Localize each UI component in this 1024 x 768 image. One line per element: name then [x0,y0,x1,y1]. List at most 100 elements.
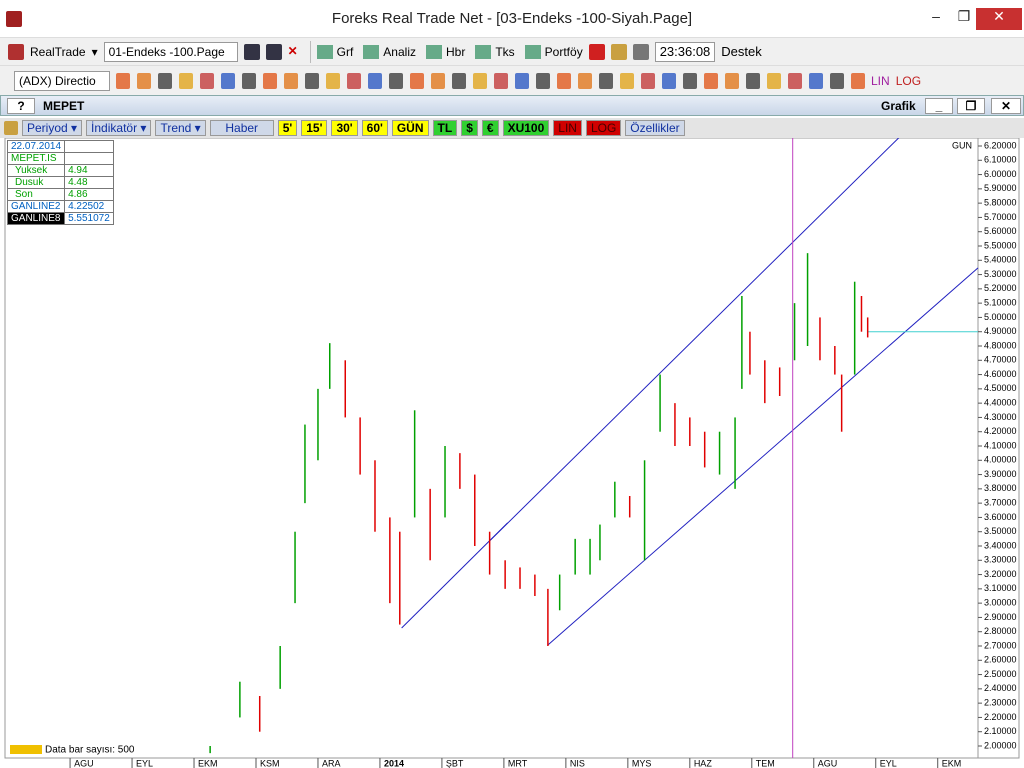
currency-button[interactable]: € [481,120,499,136]
dropdown[interactable]: Trend ▾ [155,120,206,136]
tool-icon[interactable] [578,72,592,89]
tool-icon[interactable] [494,72,508,89]
realtrade-menu[interactable]: RealTrade [30,44,86,59]
tool-icon[interactable] [557,72,571,89]
menu[interactable]: Portföy [524,44,583,59]
y-tick-label: 3.30000 [984,555,1017,565]
tool-icon[interactable] [641,72,655,89]
log-button[interactable]: LOG [895,73,922,88]
tool-icon[interactable] [347,72,361,89]
news-button[interactable]: Haber [209,120,274,136]
tool-icon[interactable] [746,72,760,89]
y-tick-label: 6.20000 [984,140,1017,150]
period-button[interactable]: 60' [361,120,388,136]
panel-header: ? MEPET Grafik _ ❐ ✕ [0,95,1024,116]
x-tick-label: MYS [632,758,652,768]
y-tick-label: 3.70000 [984,498,1017,508]
tool-icon[interactable] [242,72,256,89]
menu[interactable]: Tks [475,44,515,59]
y-tick-label: 3.90000 [984,469,1017,479]
tool-icon[interactable] [683,72,697,89]
x-tick-label: NIS [570,758,585,768]
support[interactable]: Destek [721,44,762,59]
tool-icon[interactable] [767,72,781,89]
symbol: MEPET [43,98,85,113]
tool-icon[interactable] [431,72,445,89]
tool-icon[interactable] [851,72,865,89]
close[interactable]: ✕ [976,8,1022,30]
tool-icon[interactable] [809,72,823,89]
tool-icon[interactable] [284,72,298,89]
menu[interactable]: Analiz [363,44,416,59]
tool-icon[interactable] [410,72,424,89]
tool-icon[interactable] [200,72,214,89]
x-tick-label: EKM [942,758,962,768]
tool-icon[interactable] [221,72,235,89]
tool-icon[interactable] [515,72,529,89]
currency-button[interactable]: TL [432,120,458,136]
log-button[interactable]: LOG [585,120,622,136]
y-tick-label: 2.20000 [984,712,1017,722]
y-tick-label: 3.00000 [984,598,1017,608]
tool-icon[interactable] [662,72,676,89]
dropdown[interactable]: İndikatör ▾ [86,120,152,136]
y-tick-label: 2.00000 [984,740,1017,750]
info-label: GANLINE2 [6,200,66,213]
info-row: Dusuk 4.48 [6,176,114,189]
y-tick-label: 4.90000 [984,326,1017,336]
chart: 2.00000 2.10000 2.20000 2.30000 2.40000 2.500… [4,138,1020,768]
tool-icon[interactable] [452,72,466,89]
minimize[interactable]: – [932,8,940,24]
period-button[interactable]: 5' [277,120,298,136]
x-tick-label: HAZ [694,758,713,768]
y-tick-label: 3.10000 [984,583,1017,593]
drawing-toolbar: (ADX) Directio LIN LOG [0,65,1024,95]
period-button[interactable]: 30' [331,120,358,136]
y-tick-label: 2.40000 [984,683,1017,693]
y-tick-label: 4.50000 [984,383,1017,393]
settings-button[interactable]: Özellikler [625,120,685,136]
y-tick-label: 4.20000 [984,426,1017,436]
tool-icon[interactable] [137,72,151,89]
x-tick-label: AGU [74,758,94,768]
info-row: GANLINE8 5.551072 [6,212,114,225]
menu[interactable]: Grf [316,44,354,59]
period-button[interactable]: GÜN [391,120,429,136]
tool-icon[interactable] [704,72,718,89]
tool-icon[interactable] [179,72,193,89]
lin-button[interactable]: LIN [553,120,582,136]
tool-icon[interactable] [620,72,634,89]
tool-icon[interactable] [725,72,739,89]
trend-line [489,138,900,542]
tool-icon[interactable] [599,72,613,89]
indicator-select[interactable]: (ADX) Directio [14,70,110,91]
page-select[interactable]: 01-Endeks -100.Page [103,41,238,62]
dropdown[interactable]: Periyod ▾ [22,120,83,136]
tool-icon[interactable] [473,72,487,89]
tool-icon[interactable] [389,72,403,89]
info-value: 4.86 [64,188,114,201]
tool-icon[interactable] [830,72,844,89]
tool-icon[interactable] [368,72,382,89]
currency-button[interactable]: $ [461,120,478,136]
y-tick-label: 5.60000 [984,226,1017,236]
x-tick-label: ŞBT [446,758,464,768]
lin-button[interactable]: LIN [871,73,890,88]
menu[interactable]: Hbr [425,44,466,59]
y-tick-label: 5.40000 [984,255,1017,265]
help[interactable]: ? [7,97,35,114]
tool-icon[interactable] [536,72,550,89]
period-button[interactable]: 15' [301,120,328,136]
tool-icon[interactable] [788,72,802,89]
y-tick-label: 3.20000 [984,569,1017,579]
x-tick-label: 2014 [384,758,404,768]
tool-icon[interactable] [158,72,172,89]
tool-icon[interactable] [263,72,277,89]
tool-icon[interactable] [116,72,130,89]
index-button[interactable]: XU100 [502,120,550,136]
restore[interactable]: ❐ [957,8,971,24]
y-tick-label: 5.70000 [984,212,1017,222]
tool-icon[interactable] [326,72,340,89]
tool-icon[interactable] [305,72,319,89]
